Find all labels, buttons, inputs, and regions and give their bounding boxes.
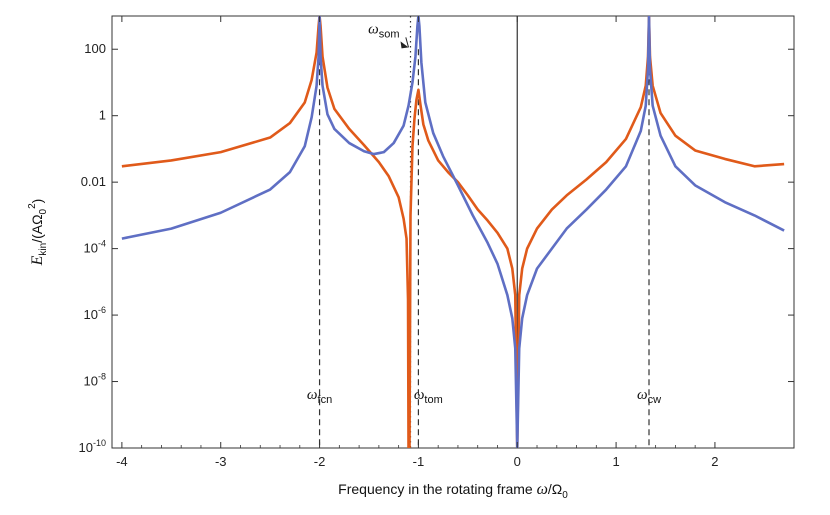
omega-som-arrowhead (400, 41, 409, 49)
omega-som-arrow (405, 37, 410, 48)
x-axis-title: Frequency in the rotating frame ω/Ω0 (338, 481, 568, 501)
plot-frame (111, 15, 795, 449)
annotations: ωfcn ωtom ωcw ωsom (307, 21, 661, 406)
y-tick-label: 10-8 (84, 372, 106, 389)
omega-tom-label: ωtom (414, 387, 443, 406)
x-tick-label: 1 (612, 454, 619, 469)
omega-cw-label: ωcw (637, 387, 661, 406)
y-tick-label: 10-4 (84, 239, 106, 256)
series-line-blue (121, 16, 785, 448)
x-tick-label: -1 (413, 454, 425, 469)
x-axis: -4 -3 -2 -1 0 1 2 (116, 16, 719, 469)
x-tick-label: -2 (314, 454, 326, 469)
y-tick-label: 1 (99, 108, 106, 123)
omega-fcn-label: ωfcn (307, 387, 332, 406)
svg-text:Ekin/(AΩ02): Ekin/(AΩ02) (27, 199, 49, 267)
y-axis-title: Ekin/(AΩ02) (27, 199, 49, 267)
x-tick-label: -4 (116, 454, 128, 469)
y-tick-label: 10-10 (79, 438, 106, 455)
x-tick-label: -3 (215, 454, 227, 469)
x-tick-label: 0 (514, 454, 521, 469)
omega-som-label: ωsom (368, 21, 399, 40)
reference-lines (318, 16, 650, 448)
series-layer (121, 16, 785, 448)
y-tick-label: 100 (84, 41, 106, 56)
y-tick-label: 0.01 (81, 174, 106, 189)
series-line-orange (121, 16, 785, 448)
y-tick-label: 10-6 (84, 305, 106, 322)
x-tick-label: 2 (711, 454, 718, 469)
y-axis: 100 1 0.01 10-4 10-6 10-8 10-10 (79, 41, 794, 455)
